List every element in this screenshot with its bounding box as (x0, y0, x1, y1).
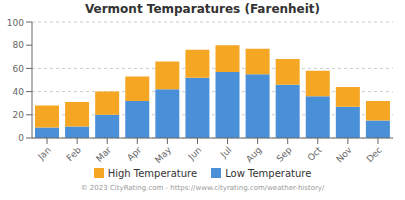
svg-text:Aug: Aug (244, 145, 264, 164)
svg-text:60: 60 (13, 64, 25, 74)
svg-text:Feb: Feb (65, 145, 84, 164)
svg-text:Dec: Dec (365, 145, 384, 164)
svg-text:Jan: Jan (35, 145, 53, 163)
svg-text:80: 80 (13, 40, 25, 50)
html-text:High Temperature: High Temperature (107, 167, 198, 179)
svg-text:Apr: Apr (125, 145, 143, 163)
svg-text:Jul: Jul (218, 145, 233, 160)
html-text:Vermont Temparatures (Farenhei: Vermont Temparatures (Farenheit) (84, 2, 321, 16)
svg-text:Nov: Nov (334, 144, 354, 164)
svg-text:Sep: Sep (275, 145, 294, 164)
svg-text:0: 0 (18, 133, 24, 143)
html-text:© 2023 CityRating.com - https:: © 2023 CityRating.com - https://www.city… (80, 184, 325, 192)
svg-text:Mar: Mar (94, 145, 113, 164)
svg-text:40: 40 (13, 87, 25, 97)
svg-text:100: 100 (8, 18, 24, 28)
html-text:Low Temperature: Low Temperature (225, 167, 312, 179)
svg-text:Oct: Oct (306, 145, 324, 163)
svg-text:20: 20 (13, 110, 25, 120)
svg-text:May: May (153, 144, 174, 164)
svg-text:Jun: Jun (186, 145, 204, 163)
